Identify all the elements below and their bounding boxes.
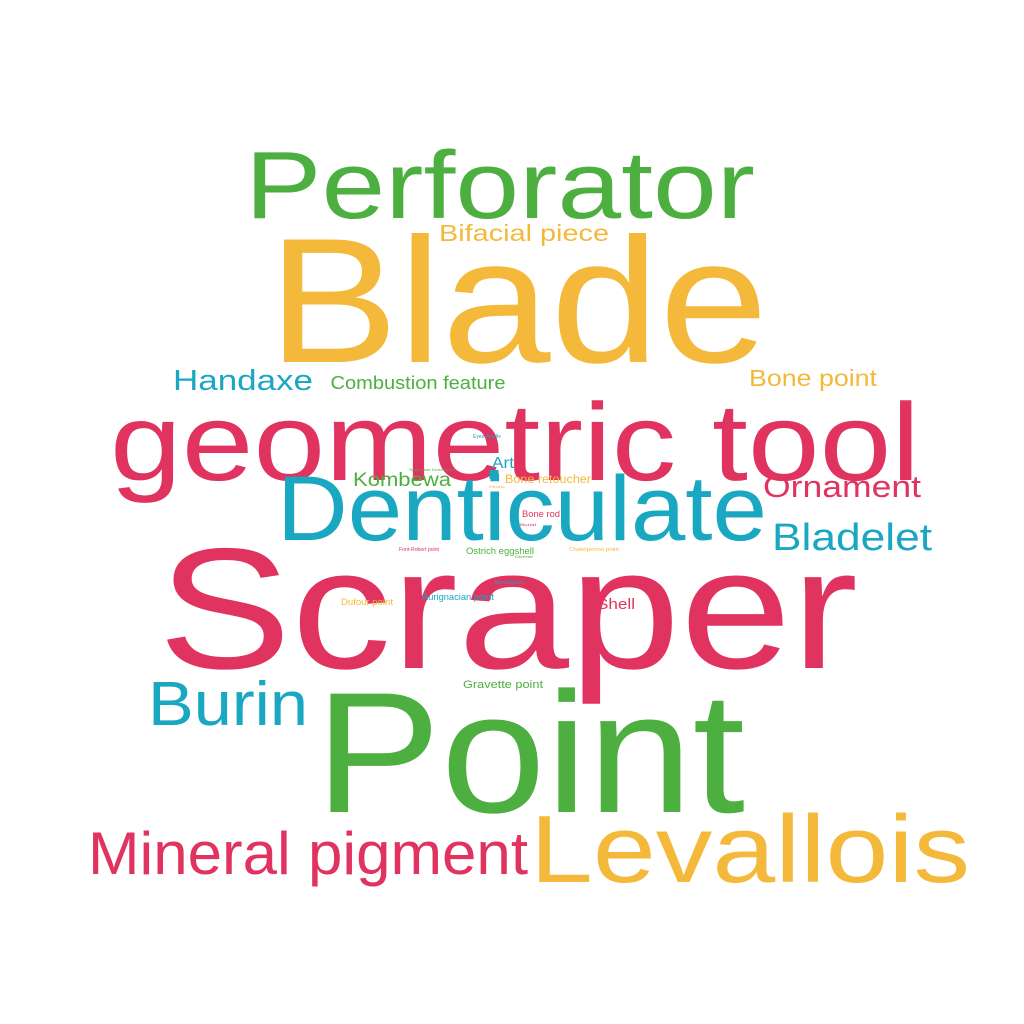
- word-combustion-feature: Combustion feature: [331, 373, 506, 393]
- word-scraper: Scraper: [158, 513, 858, 705]
- word-blade: Blade: [268, 201, 768, 400]
- word-chatelperron-point: Chatelperron point: [569, 547, 620, 553]
- word-geometric-tool: geometric tool: [110, 381, 920, 504]
- word-dufour-point: Dufour point: [341, 597, 394, 607]
- word-eyed-needle: Eyed needle: [473, 434, 501, 440]
- word-font-robert-point: Font-Robert point: [399, 547, 440, 553]
- word-split-base-bone-point: Split-base bone point: [409, 467, 456, 472]
- word-bone-rod: Bone rod: [522, 509, 560, 519]
- word-bone-bipoint: Bone bipoint: [495, 580, 524, 586]
- word-diverse: Diverse: [515, 554, 534, 559]
- word-burin: Burin: [148, 670, 308, 739]
- word-bladelet: Bladelet: [772, 517, 933, 559]
- word-bone-retoucher: Bone retoucher: [505, 472, 591, 486]
- word-point: Point: [315, 657, 745, 849]
- word-burial: Burial: [520, 522, 536, 527]
- word-handaxe: Handaxe: [173, 365, 313, 397]
- word-aurignacian-point: Aurignacian point: [422, 592, 495, 602]
- word-gravette-point: Gravette point: [463, 679, 543, 691]
- word-kombewa: Kombewa: [353, 470, 451, 491]
- word-music: Music: [489, 484, 505, 489]
- word-shell: Shell: [597, 596, 635, 613]
- word-levallois: Levallois: [530, 796, 970, 903]
- word-mark: [489, 470, 499, 479]
- word-bone-point: Bone point: [749, 365, 878, 391]
- word-perforator: Perforator: [245, 132, 755, 239]
- word-art: Art: [492, 455, 515, 472]
- word-mineral-pigment: Mineral pigment: [88, 820, 528, 887]
- word-bifacial-piece: Bifacial piece: [439, 220, 609, 246]
- word-ostrich-eggshell: Ostrich eggshell: [466, 546, 534, 556]
- word-ornament: Ornament: [763, 469, 921, 504]
- word-denticulate: Denticulate: [277, 458, 767, 560]
